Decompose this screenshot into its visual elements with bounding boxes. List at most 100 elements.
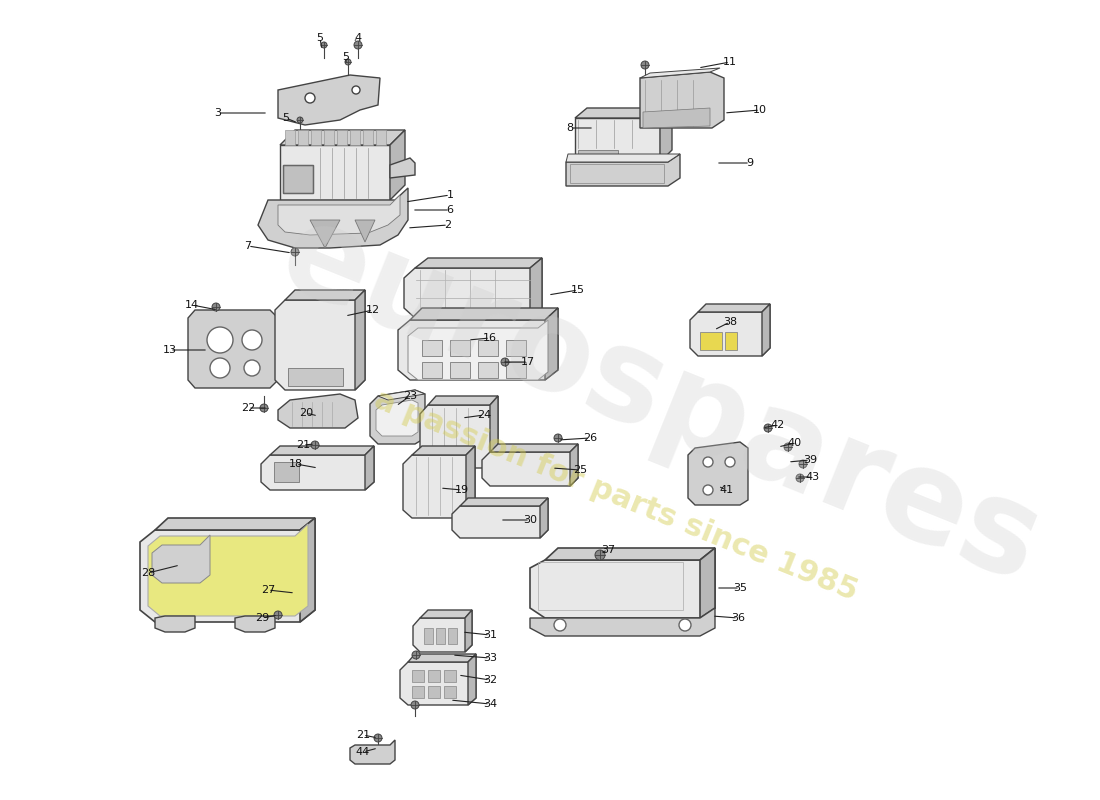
Polygon shape bbox=[140, 518, 315, 622]
Text: 7: 7 bbox=[244, 241, 252, 251]
Circle shape bbox=[345, 59, 351, 65]
Polygon shape bbox=[280, 130, 405, 145]
Text: a passion for parts since 1985: a passion for parts since 1985 bbox=[370, 386, 862, 606]
Text: 3: 3 bbox=[214, 108, 221, 118]
Circle shape bbox=[305, 93, 315, 103]
Polygon shape bbox=[148, 524, 308, 616]
Circle shape bbox=[799, 460, 807, 468]
Circle shape bbox=[374, 734, 382, 742]
Polygon shape bbox=[566, 154, 680, 162]
Text: 35: 35 bbox=[733, 583, 747, 593]
Polygon shape bbox=[355, 220, 375, 242]
Text: 5: 5 bbox=[342, 52, 350, 62]
Polygon shape bbox=[570, 444, 578, 486]
Polygon shape bbox=[412, 610, 472, 652]
Text: 44: 44 bbox=[356, 747, 370, 757]
Polygon shape bbox=[468, 654, 476, 705]
Bar bbox=[288, 368, 343, 386]
Polygon shape bbox=[404, 258, 542, 318]
Text: 17: 17 bbox=[521, 357, 535, 367]
Bar bbox=[478, 340, 498, 356]
Polygon shape bbox=[350, 130, 360, 145]
Circle shape bbox=[352, 86, 360, 94]
Bar bbox=[448, 628, 456, 644]
Circle shape bbox=[297, 117, 302, 123]
Polygon shape bbox=[298, 130, 308, 145]
Text: 40: 40 bbox=[788, 438, 802, 448]
Text: 9: 9 bbox=[747, 158, 754, 168]
Polygon shape bbox=[690, 304, 770, 356]
Bar bbox=[422, 340, 442, 356]
Polygon shape bbox=[278, 75, 380, 125]
Bar bbox=[412, 686, 424, 698]
Polygon shape bbox=[466, 446, 475, 518]
Polygon shape bbox=[363, 130, 373, 145]
Bar bbox=[444, 670, 456, 682]
Polygon shape bbox=[285, 130, 295, 145]
Polygon shape bbox=[403, 446, 475, 518]
Text: 41: 41 bbox=[719, 485, 733, 495]
Circle shape bbox=[207, 327, 233, 353]
Text: 37: 37 bbox=[601, 545, 615, 555]
Circle shape bbox=[764, 424, 772, 432]
Text: 39: 39 bbox=[803, 455, 817, 465]
Text: 42: 42 bbox=[771, 420, 785, 430]
Bar bbox=[450, 340, 470, 356]
Polygon shape bbox=[258, 188, 408, 248]
Polygon shape bbox=[420, 610, 472, 618]
Circle shape bbox=[242, 330, 262, 350]
Polygon shape bbox=[482, 444, 578, 486]
Polygon shape bbox=[370, 390, 425, 444]
Polygon shape bbox=[311, 130, 321, 145]
Bar bbox=[436, 628, 446, 644]
Circle shape bbox=[595, 550, 605, 560]
Polygon shape bbox=[408, 320, 548, 380]
Text: 30: 30 bbox=[522, 515, 537, 525]
Polygon shape bbox=[337, 130, 346, 145]
Circle shape bbox=[554, 619, 566, 631]
Bar bbox=[424, 628, 433, 644]
Polygon shape bbox=[540, 498, 548, 538]
Text: 1: 1 bbox=[447, 190, 453, 200]
Polygon shape bbox=[490, 396, 498, 468]
Polygon shape bbox=[530, 608, 715, 636]
Text: 32: 32 bbox=[483, 675, 497, 685]
Text: 36: 36 bbox=[732, 613, 745, 623]
Circle shape bbox=[703, 485, 713, 495]
Polygon shape bbox=[285, 290, 365, 300]
Text: 24: 24 bbox=[477, 410, 491, 420]
Text: 4: 4 bbox=[354, 33, 362, 43]
Polygon shape bbox=[350, 740, 395, 764]
Polygon shape bbox=[415, 258, 542, 268]
Text: 21: 21 bbox=[356, 730, 370, 740]
Polygon shape bbox=[278, 394, 358, 428]
Polygon shape bbox=[355, 290, 365, 390]
Text: 8: 8 bbox=[566, 123, 573, 133]
Text: 6: 6 bbox=[447, 205, 453, 215]
Polygon shape bbox=[155, 518, 315, 530]
Polygon shape bbox=[261, 446, 374, 490]
Circle shape bbox=[274, 611, 282, 619]
Bar bbox=[538, 562, 683, 610]
Polygon shape bbox=[365, 446, 374, 490]
Circle shape bbox=[212, 303, 220, 311]
Text: 12: 12 bbox=[366, 305, 381, 315]
Text: 34: 34 bbox=[483, 699, 497, 709]
Circle shape bbox=[244, 360, 260, 376]
Text: 20: 20 bbox=[299, 408, 314, 418]
Circle shape bbox=[554, 434, 562, 442]
Text: 18: 18 bbox=[289, 459, 304, 469]
Bar bbox=[506, 340, 526, 356]
Polygon shape bbox=[700, 548, 715, 618]
Circle shape bbox=[703, 457, 713, 467]
Bar bbox=[506, 362, 526, 378]
Polygon shape bbox=[465, 610, 472, 652]
Text: 5: 5 bbox=[283, 113, 289, 123]
Circle shape bbox=[412, 651, 420, 659]
Bar bbox=[725, 332, 737, 350]
Polygon shape bbox=[408, 654, 476, 662]
Text: 2: 2 bbox=[444, 220, 452, 230]
Polygon shape bbox=[300, 518, 315, 622]
Text: 38: 38 bbox=[723, 317, 737, 327]
Bar bbox=[428, 686, 440, 698]
